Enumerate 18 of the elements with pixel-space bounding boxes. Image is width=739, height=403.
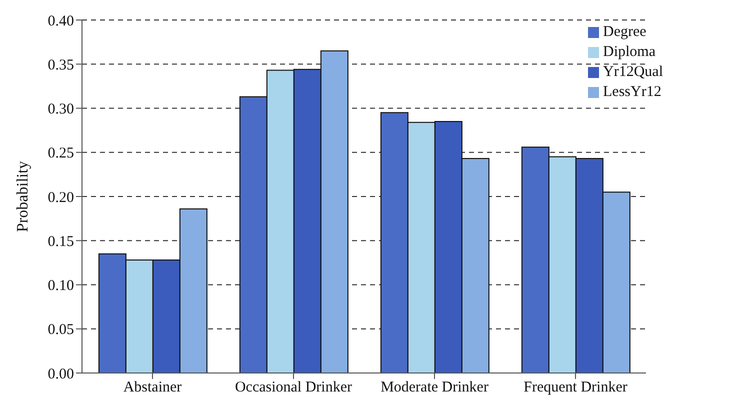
legend-label: LessYr12 (603, 84, 662, 100)
y-tick-label: 0.25 (48, 146, 74, 162)
y-tick-label: 0.00 (48, 366, 74, 382)
x-tick-label: Abstainer (123, 380, 182, 396)
x-tick-label: Frequent Drinker (524, 380, 628, 396)
x-tick-label: Moderate Drinker (380, 380, 488, 396)
y-tick-label: 0.10 (48, 278, 74, 294)
y-tick-label: 0.05 (48, 322, 74, 338)
y-tick-label: 0.15 (48, 234, 74, 250)
legend-label: Diploma (603, 44, 656, 60)
x-tick-label: Occasional Drinker (234, 380, 352, 396)
y-axis-title: Probability (14, 160, 32, 232)
y-tick-label: 0.35 (48, 57, 74, 74)
y-tick-label: 0.40 (48, 13, 74, 30)
y-tick-label: 0.30 (48, 102, 74, 118)
legend-label: Degree (603, 24, 646, 40)
y-tick-label: 0.20 (48, 190, 74, 206)
legend-label: Yr12Qual (603, 64, 663, 80)
